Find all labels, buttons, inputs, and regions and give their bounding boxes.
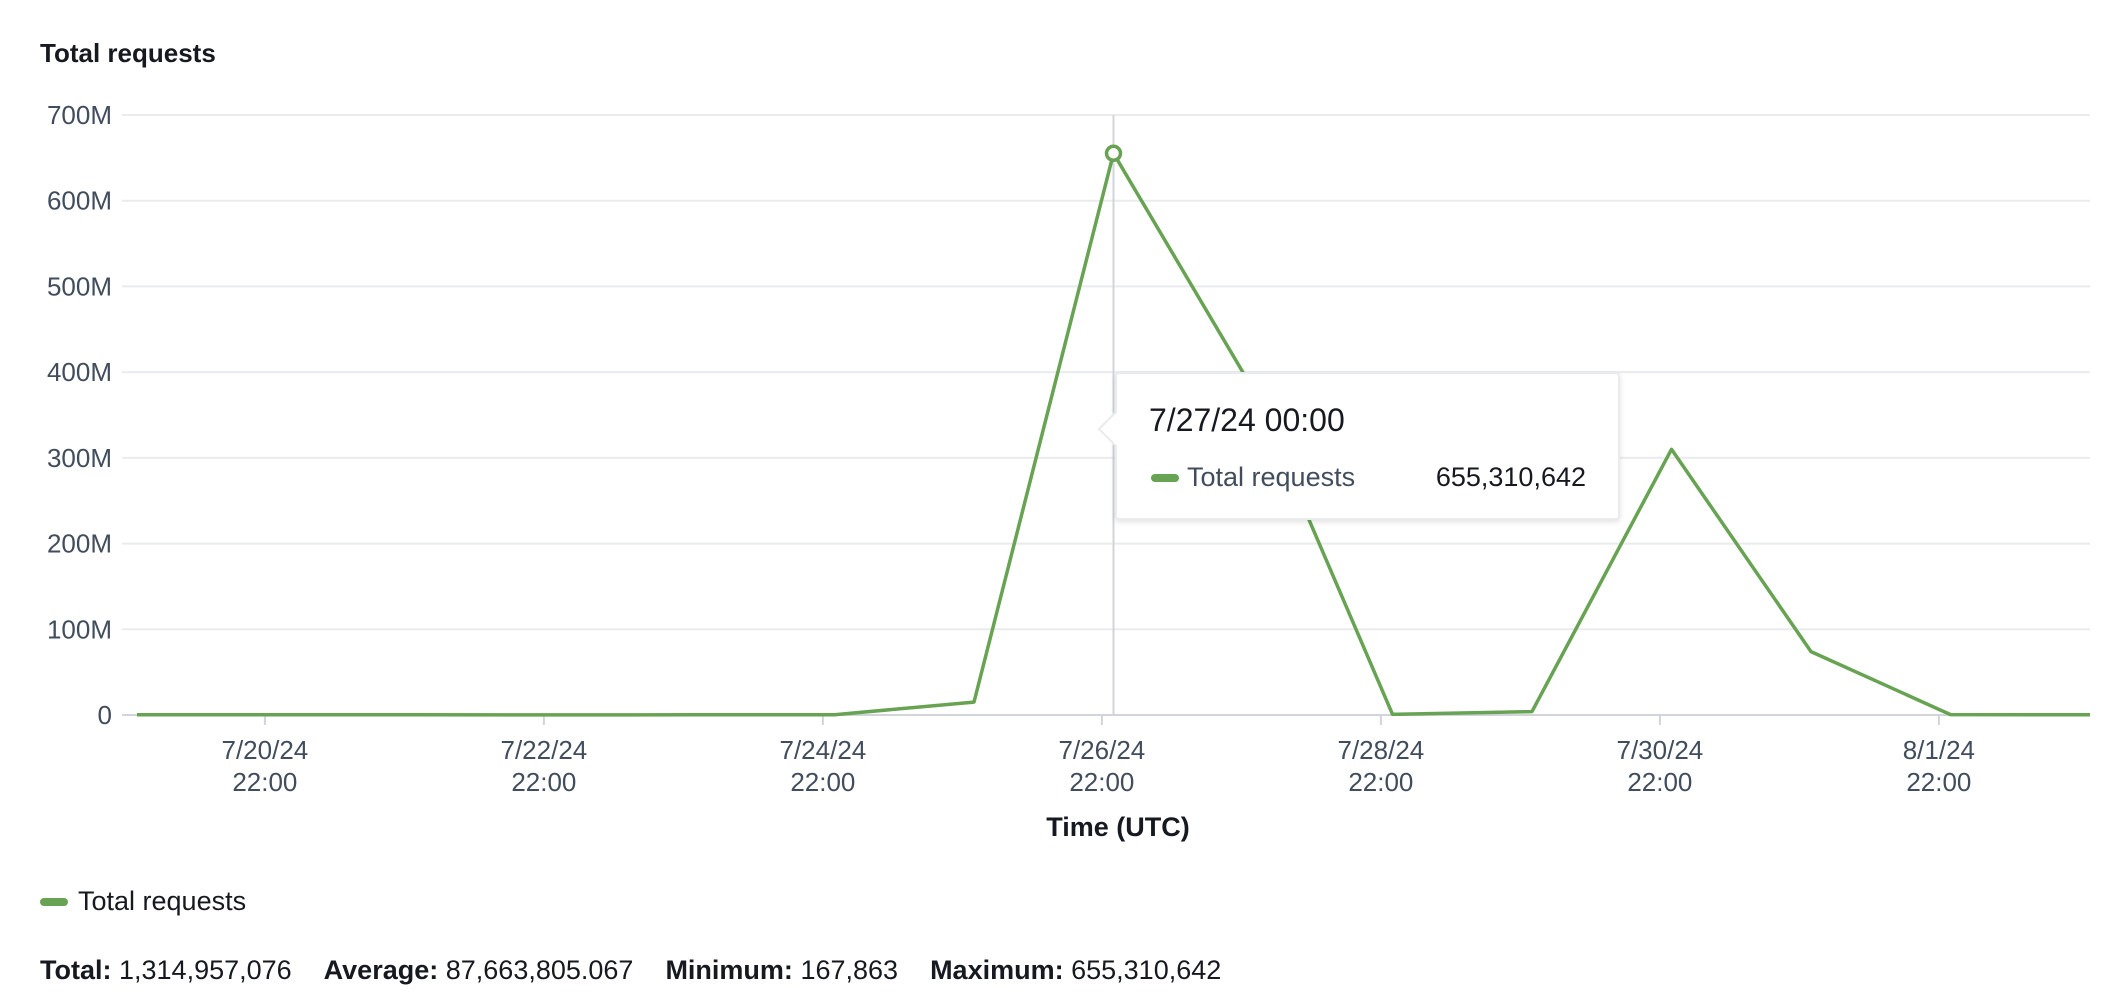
- x-tick-date: 8/1/24: [1903, 735, 1975, 765]
- y-tick-label: 300M: [47, 443, 112, 473]
- y-tick-label: 700M: [47, 100, 112, 130]
- gridlines: [122, 114, 2090, 716]
- stat-label: Minimum:: [665, 955, 793, 985]
- stat-maximum: Maximum: 655,310,642: [930, 955, 1221, 986]
- y-tick-label: 0: [98, 700, 112, 730]
- x-axis: 7/20/2422:007/22/2422:007/24/2422:007/26…: [222, 715, 1975, 797]
- x-tick-time: 22:00: [1069, 767, 1134, 797]
- stat-total: Total: 1,314,957,076: [40, 955, 292, 986]
- stat-value: 655,310,642: [1071, 955, 1222, 985]
- legend-swatch: [40, 897, 68, 906]
- stat-label: Average:: [323, 955, 439, 985]
- x-tick-date: 7/22/24: [501, 735, 588, 765]
- y-tick-label: 200M: [47, 529, 112, 559]
- y-tick-label: 500M: [47, 271, 112, 301]
- stat-label: Maximum:: [930, 955, 1064, 985]
- x-tick-time: 22:00: [1627, 767, 1692, 797]
- x-tick-time: 22:00: [232, 767, 297, 797]
- stat-label: Total:: [40, 955, 112, 985]
- y-tick-label: 100M: [47, 614, 112, 644]
- chart-title: Total requests: [40, 38, 216, 68]
- x-tick-time: 22:00: [790, 767, 855, 797]
- tooltip-series-value: 655,310,642: [1435, 462, 1586, 492]
- x-tick-date: 7/30/24: [1617, 735, 1704, 765]
- x-tick-time: 22:00: [1906, 767, 1971, 797]
- x-tick-date: 7/24/24: [780, 735, 867, 765]
- y-axis: 0 100M 200M 300M 400M 500M 600M 700M: [47, 100, 112, 730]
- series: [136, 144, 2091, 717]
- x-tick-date: 7/20/24: [222, 735, 309, 765]
- y-tick-label: 600M: [47, 186, 112, 216]
- highlighted-data-point[interactable]: [1104, 144, 1123, 163]
- stat-average: Average: 87,663,805.067: [324, 955, 634, 986]
- stat-value: 167,863: [800, 955, 899, 985]
- legend-item-label[interactable]: Total requests: [78, 886, 247, 916]
- legend[interactable]: Total requests: [40, 886, 246, 917]
- x-tick-time: 22:00: [1348, 767, 1413, 797]
- y-tick-label: 400M: [47, 357, 112, 387]
- chart-tooltip: 7/27/24 00:00 Total requests 655,310,642: [1097, 372, 1620, 520]
- stat-value: 1,314,957,076: [119, 955, 292, 985]
- x-axis-label: Time (UTC): [1046, 812, 1190, 842]
- stat-minimum: Minimum: 167,863: [665, 955, 898, 986]
- x-tick-date: 7/26/24: [1059, 735, 1146, 765]
- tooltip-series-swatch: [1151, 474, 1179, 482]
- x-tick-date: 7/28/24: [1338, 735, 1425, 765]
- stat-value: 87,663,805.067: [445, 955, 634, 985]
- tooltip-series-name: Total requests: [1187, 462, 1356, 492]
- tooltip-time: 7/27/24 00:00: [1149, 402, 1345, 438]
- summary-stats: Total: 1,314,957,076 Average: 87,663,805…: [40, 955, 1253, 986]
- x-tick-time: 22:00: [511, 767, 576, 797]
